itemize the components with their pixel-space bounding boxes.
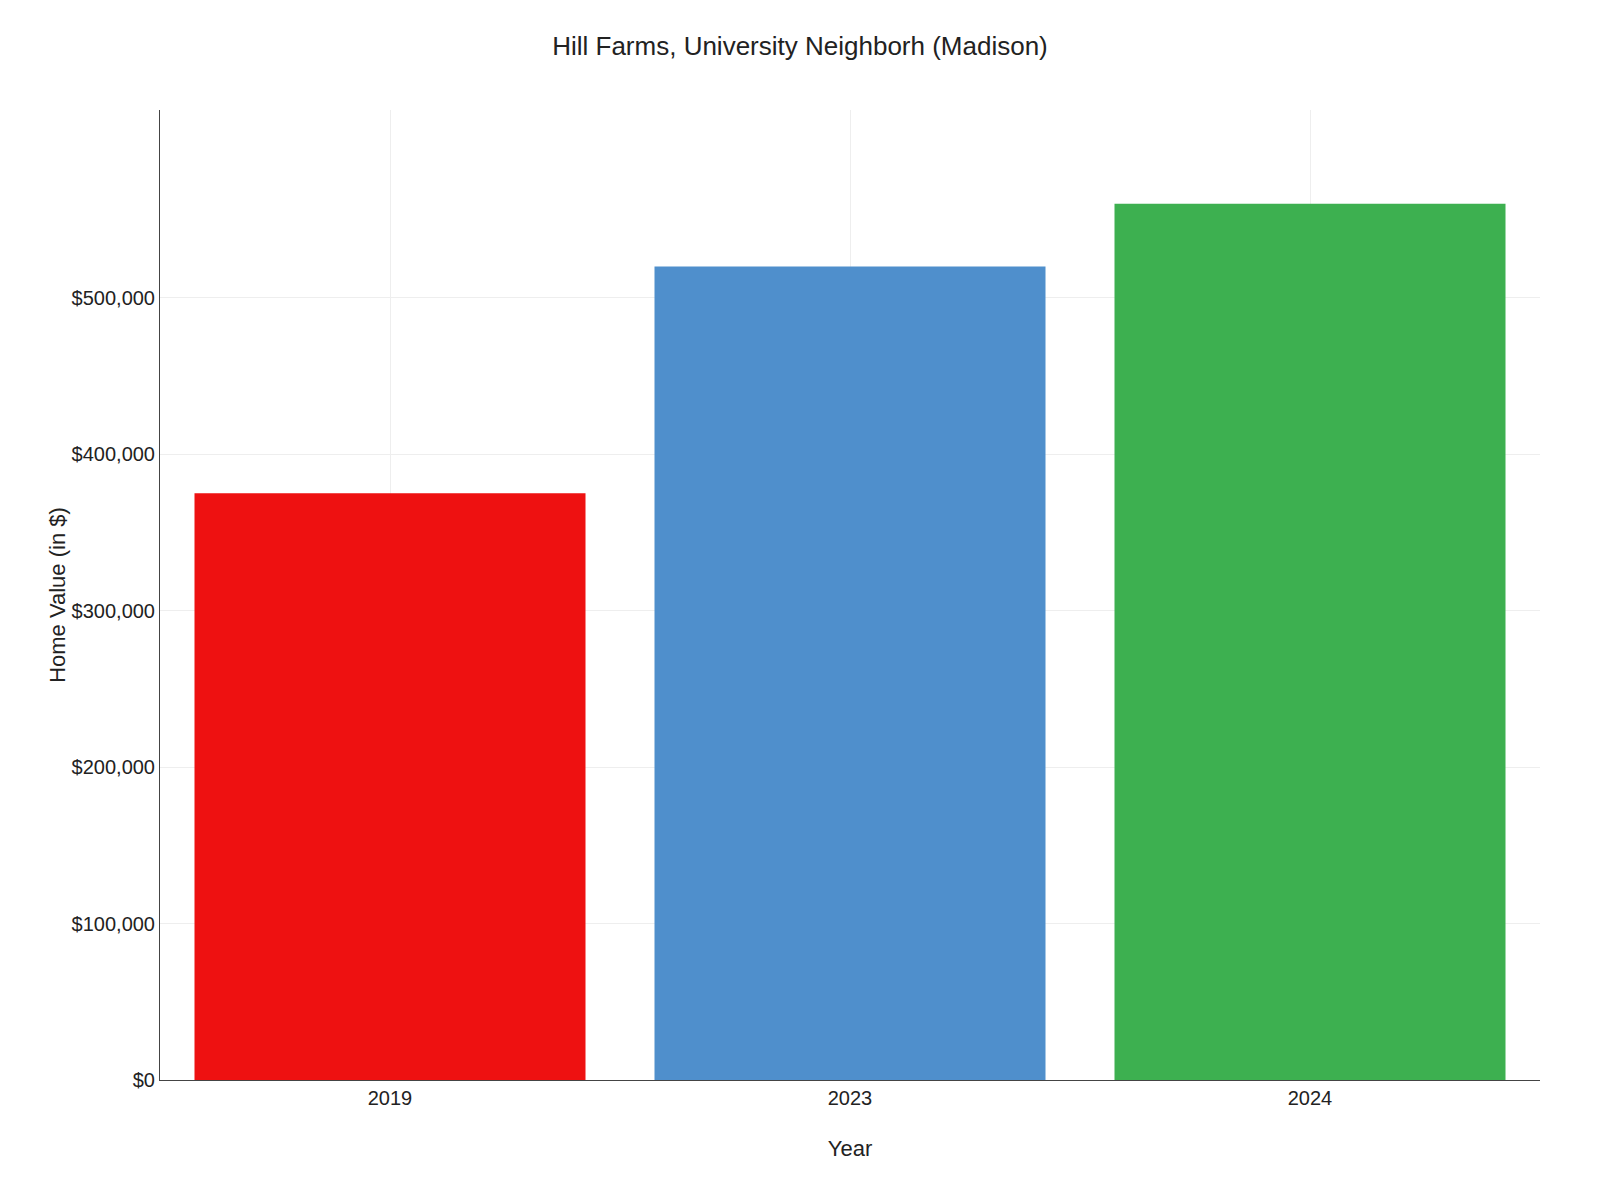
svg-text:$100,000: $100,000	[72, 913, 155, 935]
svg-text:Year: Year	[828, 1136, 872, 1161]
svg-text:$400,000: $400,000	[72, 443, 155, 465]
svg-text:2023: 2023	[828, 1087, 873, 1109]
svg-text:Home Value (in $): Home Value (in $)	[45, 507, 70, 683]
svg-text:2019: 2019	[368, 1087, 413, 1109]
svg-text:$200,000: $200,000	[72, 756, 155, 778]
svg-text:$500,000: $500,000	[72, 287, 155, 309]
svg-text:Hill Farms, University Neighbo: Hill Farms, University Neighborh (Madiso…	[552, 31, 1048, 61]
svg-text:$300,000: $300,000	[72, 600, 155, 622]
svg-text:2024: 2024	[1288, 1087, 1333, 1109]
svg-text:$0: $0	[133, 1069, 155, 1091]
